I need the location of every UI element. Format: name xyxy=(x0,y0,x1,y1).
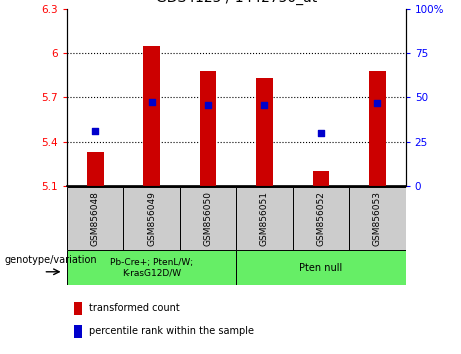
Point xyxy=(91,129,99,134)
Text: GSM856053: GSM856053 xyxy=(373,190,382,246)
Bar xyxy=(236,187,293,250)
Title: GDS4125 / 1442750_at: GDS4125 / 1442750_at xyxy=(156,0,317,5)
Text: GSM856051: GSM856051 xyxy=(260,190,269,246)
Point xyxy=(261,102,268,108)
Bar xyxy=(67,250,236,285)
Bar xyxy=(67,187,123,250)
Bar xyxy=(313,171,330,186)
Point xyxy=(148,99,155,105)
Point xyxy=(204,102,212,108)
Text: genotype/variation: genotype/variation xyxy=(5,255,97,265)
Text: percentile rank within the sample: percentile rank within the sample xyxy=(89,326,254,336)
Bar xyxy=(349,187,406,250)
Bar xyxy=(236,250,406,285)
Text: GSM856048: GSM856048 xyxy=(90,190,100,246)
Text: Pten null: Pten null xyxy=(299,263,343,273)
Bar xyxy=(143,46,160,186)
Bar xyxy=(293,187,349,250)
Bar xyxy=(74,325,82,338)
Point xyxy=(317,130,325,136)
Bar xyxy=(256,78,273,186)
Bar xyxy=(180,187,236,250)
Bar xyxy=(87,152,104,186)
Point xyxy=(374,101,381,106)
Bar xyxy=(200,71,217,186)
Text: transformed count: transformed count xyxy=(89,303,180,313)
Text: GSM856050: GSM856050 xyxy=(203,190,213,246)
Text: GSM856049: GSM856049 xyxy=(147,190,156,246)
Bar xyxy=(123,187,180,250)
Text: GSM856052: GSM856052 xyxy=(316,190,325,246)
Bar xyxy=(369,71,386,186)
Bar xyxy=(74,302,82,315)
Text: Pb-Cre+; PtenL/W;
K-rasG12D/W: Pb-Cre+; PtenL/W; K-rasG12D/W xyxy=(110,258,193,277)
